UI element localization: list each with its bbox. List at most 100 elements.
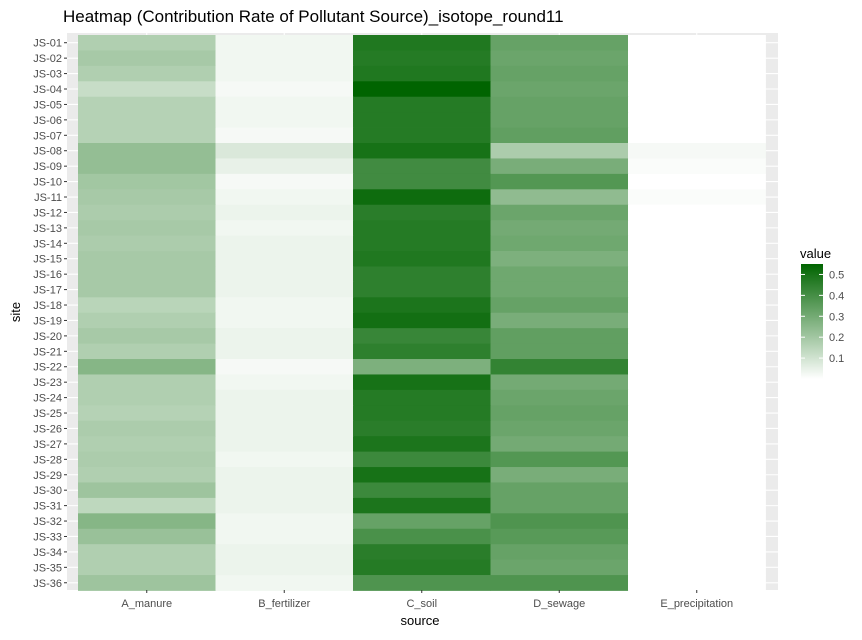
- heatmap-tile: [628, 497, 766, 514]
- heatmap-tile: [78, 96, 216, 113]
- heatmap-tile: [490, 482, 629, 499]
- heatmap-tile: [78, 81, 216, 98]
- heatmap-tile: [215, 251, 354, 267]
- heatmap-tile: [353, 220, 491, 236]
- heatmap-tile: [628, 204, 766, 221]
- heatmap-tile: [628, 65, 766, 82]
- heatmap-tile: [490, 374, 629, 391]
- heatmap-tile: [78, 451, 216, 468]
- heatmap-tile: [215, 559, 354, 576]
- heatmap-tile: [78, 220, 216, 236]
- heatmap-tile: [628, 158, 766, 175]
- heatmap-tile: [353, 374, 491, 391]
- heatmap-tile: [490, 405, 629, 422]
- y-tick-label: JS-22: [33, 362, 62, 374]
- y-tick-label: JS-30: [33, 485, 62, 497]
- y-tick-label: JS-09: [33, 161, 62, 173]
- heatmap-tile: [215, 575, 354, 591]
- y-tick-label: JS-13: [33, 223, 62, 235]
- heatmap-tile: [215, 497, 354, 514]
- y-tick-label: JS-26: [33, 423, 62, 435]
- heatmap-tile: [78, 143, 216, 159]
- heatmap-tile: [353, 497, 491, 514]
- heatmap-tile: [215, 235, 354, 252]
- heatmap-tile: [353, 81, 491, 98]
- heatmap-tile: [490, 235, 629, 252]
- heatmap-tile: [353, 405, 491, 422]
- heatmap-tile: [490, 127, 629, 144]
- heatmap-tile: [215, 112, 354, 128]
- heatmap-tile: [215, 204, 354, 221]
- x-tick-label: A_manure: [121, 598, 172, 610]
- legend-tick-label: 0.3: [829, 311, 844, 323]
- heatmap-tile: [490, 559, 629, 576]
- heatmap-tile: [78, 575, 216, 591]
- legend-color-bar: [801, 264, 823, 379]
- y-tick-label: JS-03: [33, 69, 62, 81]
- heatmap-tile: [215, 96, 354, 113]
- heatmap-tile: [490, 297, 629, 314]
- heatmap-tile: [490, 204, 629, 221]
- heatmap-tile: [628, 266, 766, 283]
- heatmap-tile: [215, 297, 354, 314]
- heatmap-tile: [628, 436, 766, 453]
- heatmap-tile: [353, 436, 491, 453]
- heatmap-tile: [353, 281, 491, 298]
- heatmap-tile: [215, 65, 354, 82]
- heatmap-tile: [78, 281, 216, 298]
- heatmap-tile: [353, 359, 491, 375]
- heatmap-tile: [353, 467, 491, 483]
- heatmap-tile: [215, 359, 354, 375]
- y-tick-label: JS-28: [33, 454, 62, 466]
- heatmap-tile: [628, 528, 766, 545]
- heatmap-tile: [353, 96, 491, 113]
- heatmap-tile: [490, 112, 629, 128]
- heatmap-tile: [628, 173, 766, 190]
- heatmap-tile: [490, 528, 629, 545]
- heatmap-tile: [353, 420, 491, 437]
- y-tick-label: JS-36: [33, 578, 62, 590]
- heatmap-tile: [353, 65, 491, 82]
- heatmap-tile: [490, 420, 629, 437]
- heatmap-tile: [78, 528, 216, 545]
- heatmap-tile: [353, 251, 491, 267]
- heatmap-tile: [215, 220, 354, 236]
- y-tick-label: JS-07: [33, 130, 62, 142]
- heatmap-tile: [490, 451, 629, 468]
- heatmap-tile: [490, 389, 629, 406]
- heatmap-tile: [78, 467, 216, 483]
- heatmap-tile: [490, 343, 629, 360]
- y-tick-label: JS-16: [33, 269, 62, 281]
- heatmap-tile: [215, 312, 354, 329]
- heatmap-tile: [353, 482, 491, 499]
- heatmap-tile: [78, 235, 216, 252]
- heatmap-tile: [490, 312, 629, 329]
- heatmap-tile: [353, 451, 491, 468]
- heatmap-tile: [78, 513, 216, 530]
- y-tick-label: JS-12: [33, 207, 62, 219]
- heatmap-tile: [628, 189, 766, 206]
- heatmap-tile: [490, 436, 629, 453]
- heatmap-tile: [353, 343, 491, 360]
- y-axis-title: site: [8, 302, 23, 322]
- heatmap-tile: [490, 544, 629, 561]
- heatmap-tile: [78, 251, 216, 267]
- heatmap-tile: [78, 374, 216, 391]
- heatmap-tile: [78, 35, 216, 51]
- y-tick-label: JS-06: [33, 115, 62, 127]
- heatmap-tile: [353, 204, 491, 221]
- heatmap-tile: [215, 528, 354, 545]
- heatmap-tile: [78, 158, 216, 175]
- heatmap-tile: [490, 96, 629, 113]
- heatmap-tile: [78, 405, 216, 422]
- heatmap-tile: [628, 35, 766, 51]
- heatmap-tile: [628, 235, 766, 252]
- heatmap-tile: [215, 513, 354, 530]
- heatmap-tile: [490, 173, 629, 190]
- heatmap-tile: [78, 65, 216, 82]
- heatmap-tile: [215, 143, 354, 159]
- heatmap-tile: [628, 96, 766, 113]
- heatmap-tile: [353, 158, 491, 175]
- heatmap-tile: [353, 112, 491, 128]
- heatmap-tile: [490, 513, 629, 530]
